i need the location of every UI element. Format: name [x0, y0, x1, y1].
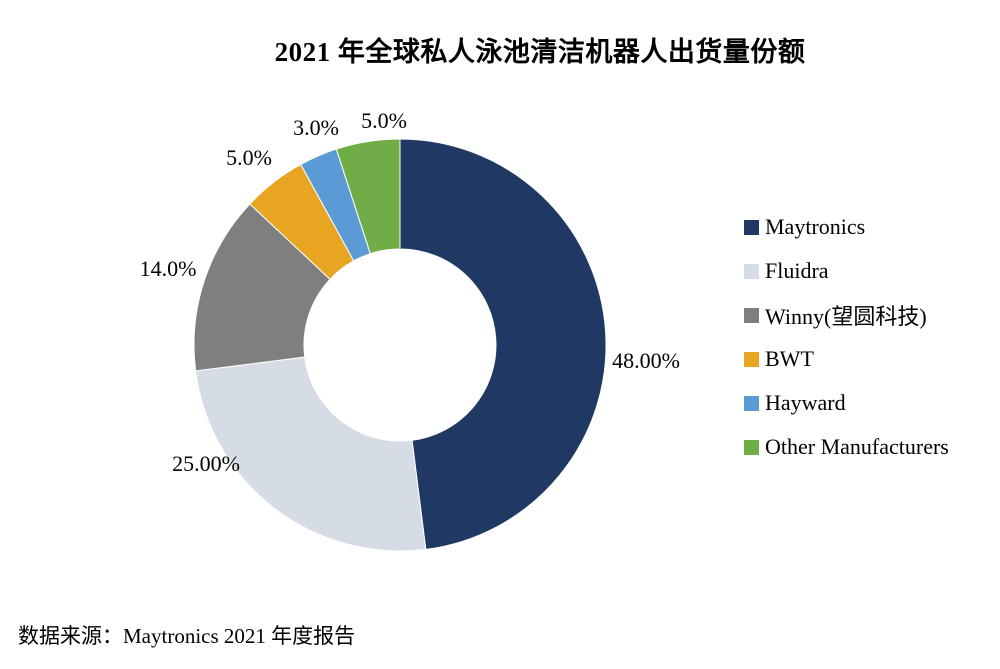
- pie-value-label-maytronics: 48.00%: [612, 348, 680, 373]
- legend-item-other-manufacturers: Other Manufacturers: [744, 425, 949, 469]
- legend-label: Hayward: [765, 390, 846, 415]
- pie-value-label-fluidra: 25.00%: [172, 451, 240, 476]
- pie-value-label-other-manufacturers: 5.0%: [361, 108, 407, 133]
- legend-item-hayward: Hayward: [744, 381, 949, 425]
- legend-label: Winny(望圆科技): [765, 304, 927, 329]
- pie-slice-maytronics: [399, 138, 607, 550]
- pie-slice-other-manufacturers: [335, 138, 401, 255]
- legend-color-swatch: [744, 219, 759, 235]
- legend-label: Fluidra: [765, 258, 829, 283]
- legend-label: Maytronics: [765, 214, 866, 239]
- pie-value-label-winny: 14.0%: [140, 256, 197, 281]
- legend-color-swatch: [744, 351, 759, 367]
- pie-slice-fluidra: [195, 356, 427, 552]
- pie-value-label-hayward: 3.0%: [293, 115, 339, 140]
- chart-title: 2021 年全球私人泳池清洁机器人出货量份额: [274, 37, 806, 67]
- pie-slice-winny: [193, 203, 331, 372]
- legend-item-maytronics: Maytronics: [744, 205, 949, 249]
- pie-value-label-bwt: 5.0%: [226, 145, 272, 170]
- source-note: 数据来源：Maytronics 2021 年度报告: [18, 624, 356, 648]
- chart-legend: Maytronics Fluidra Winny(望圆科技) BWT Hayward Ot…: [744, 205, 949, 469]
- legend-item-bwt: BWT: [744, 337, 949, 381]
- legend-color-swatch: [744, 307, 759, 323]
- legend-item-fluidra: Fluidra: [744, 249, 949, 293]
- legend-color-swatch: [744, 439, 759, 455]
- legend-label: BWT: [765, 346, 814, 371]
- legend-label: Other Manufacturers: [765, 434, 949, 459]
- legend-item-winny: Winny(望圆科技): [744, 293, 949, 337]
- legend-color-swatch: [744, 395, 759, 411]
- legend-color-swatch: [744, 263, 759, 279]
